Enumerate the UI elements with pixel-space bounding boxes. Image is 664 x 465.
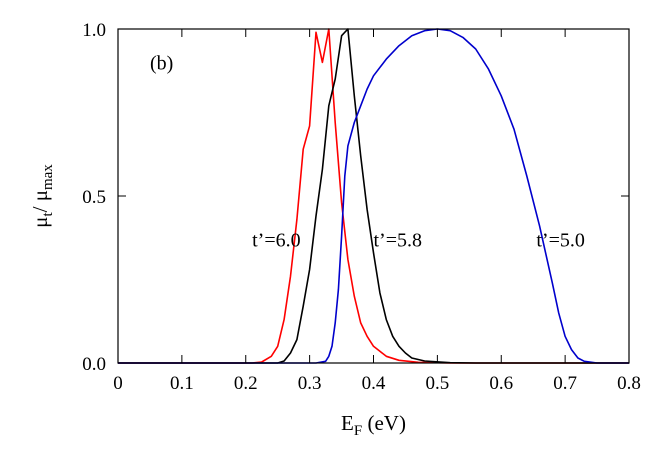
x-axis-title-suffix: (eV) <box>362 411 406 435</box>
x-tick-label: 0.2 <box>234 373 258 394</box>
y-axis-title-sep: / <box>28 201 52 212</box>
y-tick-label: 0.0 <box>82 354 106 375</box>
series-label-2: t’=5.0 <box>536 229 585 251</box>
y-axis-title-num-sub: t <box>40 212 56 217</box>
series-line-1 <box>118 28 629 364</box>
x-tick-label: 0.1 <box>170 373 194 394</box>
panel-label: (b) <box>150 52 173 74</box>
x-axis-title: EF (eV) <box>341 411 406 439</box>
ticks-layer <box>117 28 630 364</box>
x-axis-title-sub: F <box>354 423 362 439</box>
y-tick-label: 1.0 <box>82 20 106 41</box>
y-axis-title-den: μ <box>28 190 52 201</box>
x-tick-label: 0.8 <box>617 373 641 394</box>
series-line-0 <box>118 28 629 364</box>
series-label-0: t’=6.0 <box>252 229 301 251</box>
x-tick-label: 0.3 <box>298 373 322 394</box>
y-axis-title-num: μ <box>28 217 52 228</box>
x-tick-label: 0.4 <box>362 373 386 394</box>
x-tick-label: 0.7 <box>553 373 577 394</box>
series-label-1: t’=5.8 <box>374 229 423 251</box>
y-tick-label: 0.5 <box>82 187 106 208</box>
x-tick-label: 0.6 <box>489 373 513 394</box>
x-tick-label: 0 <box>113 373 123 394</box>
series-layer <box>118 28 629 364</box>
series-annotations: t’=6.0 t’=5.8 t’=5.0 <box>252 229 585 251</box>
y-axis-title: μt/ μmax <box>28 164 56 228</box>
x-axis-title-main: E <box>341 411 354 435</box>
y-axis-title-den-sub: max <box>40 164 56 190</box>
series-line-2 <box>118 28 629 364</box>
x-tick-label: 0.5 <box>426 373 450 394</box>
tick-labels-layer: 0 0.1 0.2 0.3 0.4 0.5 0.6 0.7 0.8 0.0 0.5 1.0 <box>82 20 641 394</box>
plot-frame <box>117 28 630 364</box>
